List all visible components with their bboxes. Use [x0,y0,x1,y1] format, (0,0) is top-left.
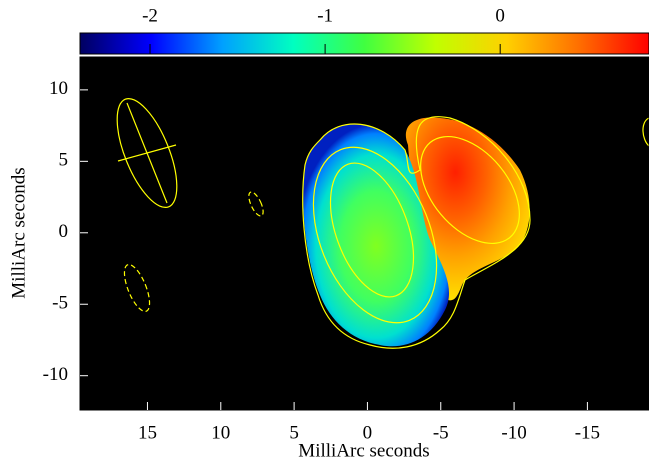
x-tick-label: 15 [138,422,157,443]
contour [312,146,438,324]
y-axis-label: MilliArc seconds [8,167,29,298]
beam [116,97,178,209]
contour [420,135,520,245]
colorbar-tick-label: -1 [317,5,333,26]
colorbar-tick-label: 0 [495,5,505,26]
image-region [303,123,450,347]
image-map [116,97,649,349]
x-tick-label: 10 [211,422,230,443]
x-tick-label: 5 [289,422,299,443]
x-tick-label: -5 [433,422,449,443]
x-tick-label: -15 [575,422,600,443]
x-tick-label: 0 [363,422,373,443]
colorbar [80,33,649,54]
x-tick-label: -10 [501,422,526,443]
contour [302,116,531,349]
contour [123,263,151,313]
colorbar-tick-label: -2 [142,5,158,26]
plot-frame [79,56,649,411]
y-tick-label: 10 [49,78,68,99]
y-tick-label: -10 [43,364,68,385]
contour [642,117,649,147]
colorbar-frame [79,32,649,55]
y-tick-label: -5 [52,293,68,314]
y-tick-label: 5 [59,150,69,171]
x-axis-label: MilliArc seconds [298,440,429,461]
beam-axis [117,144,177,162]
contour [329,162,415,298]
contour [248,191,264,217]
y-tick-label: 0 [59,221,69,242]
